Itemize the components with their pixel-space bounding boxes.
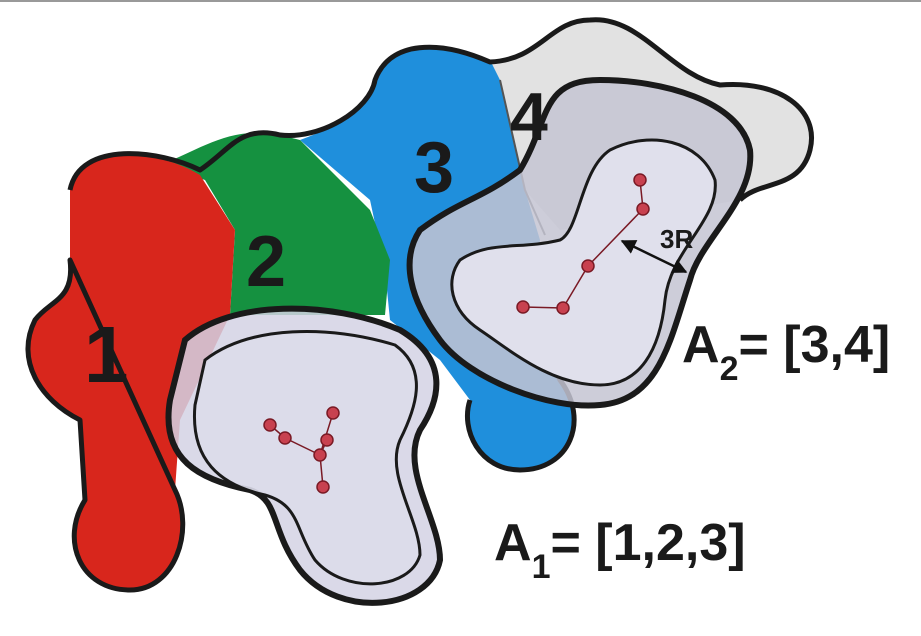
assignment-subscript: 2 bbox=[720, 350, 739, 388]
assignment-value: = [3,4] bbox=[738, 316, 890, 374]
assignment-symbol: A bbox=[682, 316, 720, 374]
assignment-symbol: A bbox=[494, 514, 532, 572]
assignment-label: A2= [3,4] bbox=[682, 316, 890, 388]
distance-label: 3R bbox=[660, 224, 693, 254]
assignment-value: = [1,2,3] bbox=[550, 514, 745, 572]
assignment-label: A1= [1,2,3] bbox=[494, 514, 746, 586]
region-label: 3 bbox=[414, 128, 454, 208]
region-label: 2 bbox=[246, 222, 286, 302]
assignment-subscript: 1 bbox=[532, 548, 551, 586]
region-label: 4 bbox=[510, 79, 548, 155]
region-label: 1 bbox=[84, 310, 129, 399]
top-border bbox=[0, 0, 921, 2]
assignment-1-inner bbox=[194, 331, 420, 583]
diagram: 3R 1 2 3 4 A1= [1,2,3] A2= [3,4] bbox=[0, 0, 921, 636]
